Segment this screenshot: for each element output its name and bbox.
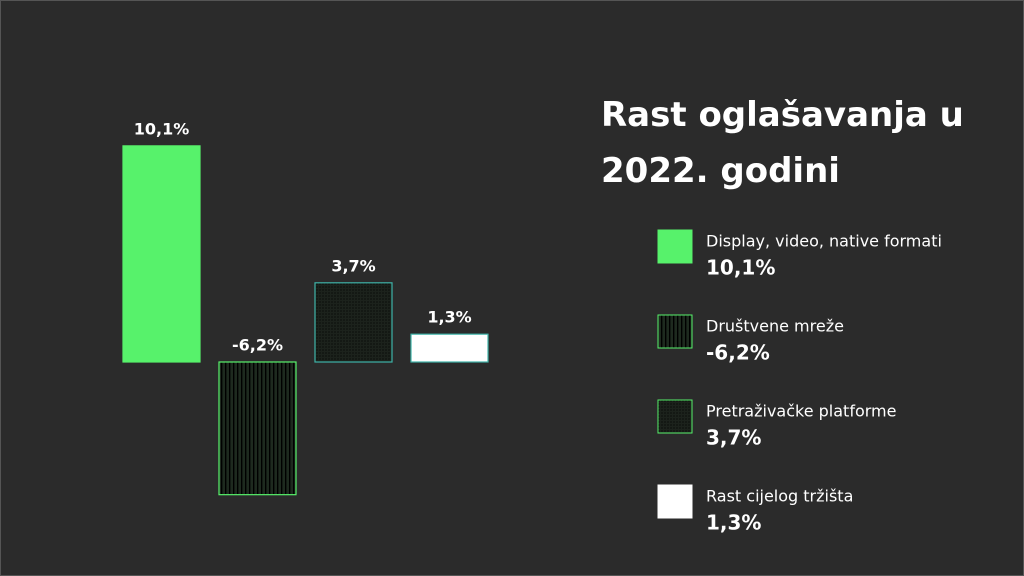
legend-value: 10,1%	[706, 256, 775, 280]
bar	[122, 145, 201, 363]
bar	[410, 333, 489, 363]
value-label: 1,3%	[427, 308, 471, 327]
legend-swatch	[657, 229, 693, 264]
legend-value: -6,2%	[706, 341, 770, 365]
bar	[314, 282, 393, 363]
legend-swatch	[657, 484, 693, 519]
legend-swatch	[657, 314, 693, 349]
legend-value: 1,3%	[706, 511, 761, 535]
value-label: 3,7%	[331, 256, 375, 275]
legend-value: 3,7%	[706, 426, 761, 450]
value-label: 10,1%	[134, 119, 190, 138]
legend-label: Društvene mreže	[706, 317, 844, 336]
legend-swatch	[657, 399, 693, 434]
value-label: -6,2%	[232, 336, 283, 355]
chart-title: Rast oglašavanja u 2022. godini	[601, 95, 964, 191]
legend-label: Pretraživačke platforme	[706, 402, 896, 421]
bar	[218, 361, 297, 496]
legend-label: Rast cijelog tržišta	[706, 487, 853, 506]
legend-label: Display, video, native formati	[706, 232, 942, 251]
